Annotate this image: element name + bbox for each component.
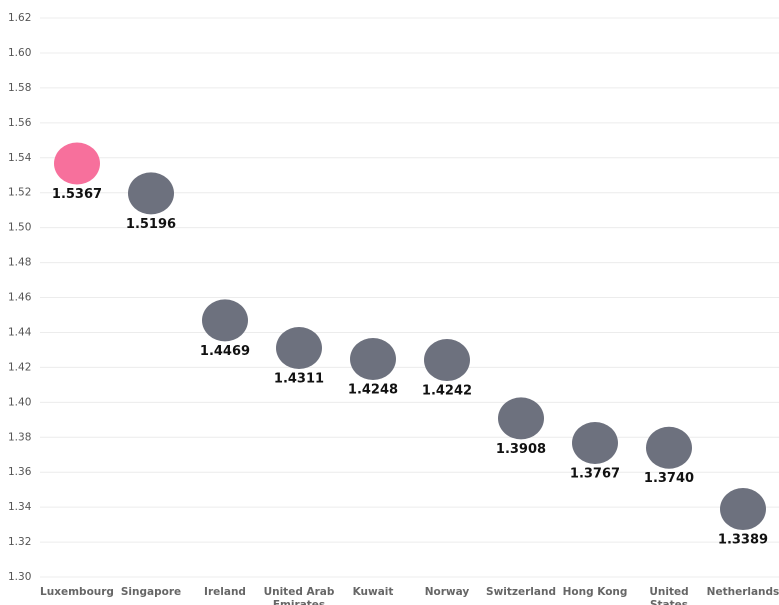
x-tick-label: United Arab Emirates [263,586,335,605]
y-tick-label: 1.52 [8,187,31,199]
dot [350,337,396,380]
y-tick-label: 1.60 [8,47,31,59]
dot [720,488,766,531]
x-tick-label: Hong Kong [562,586,628,598]
y-tick-label: 1.54 [8,152,32,164]
dot [276,326,322,369]
value-label: 1.4311 [274,371,324,386]
dot [202,299,248,342]
dot [572,422,618,465]
x-tick-label: Luxembourg [40,586,114,598]
y-tick-label: 1.42 [8,361,31,373]
value-label: 1.3908 [496,442,546,457]
dot [128,172,174,215]
x-tick-label: United States [649,586,689,605]
y-tick-label: 1.46 [8,292,32,304]
x-tick-label: Singapore [120,586,182,598]
x-tick-label: Norway [424,586,470,598]
dot [424,339,470,382]
y-tick-label: 1.32 [8,536,31,548]
y-tick-label: 1.36 [8,466,32,478]
y-tick-label: 1.56 [8,117,32,129]
value-label: 1.3740 [644,471,694,486]
y-tick-label: 1.38 [8,431,31,443]
dot [498,397,544,440]
value-label: 1.3767 [570,467,620,482]
value-label: 1.4242 [422,384,472,399]
value-label: 1.3389 [718,533,768,548]
y-tick-label: 1.44 [8,326,32,338]
y-tick-label: 1.30 [8,571,31,583]
x-tick-label: Switzerland [486,586,556,598]
y-tick-label: 1.48 [8,257,31,269]
y-tick-label: 1.58 [8,82,31,94]
y-tick-label: 1.62 [8,12,31,24]
y-tick-label: 1.50 [8,222,31,234]
value-label: 1.5367 [52,187,102,202]
x-tick-label: Netherlands [706,586,779,598]
value-label: 1.4248 [348,382,398,397]
dot [646,426,692,469]
x-tick-label: Ireland [204,586,246,598]
value-label: 1.4469 [200,344,250,359]
x-tick-label: Kuwait [352,586,394,598]
y-tick-label: 1.40 [8,396,31,408]
dot [54,142,100,185]
value-label: 1.5196 [126,217,176,232]
y-tick-label: 1.34 [8,501,32,513]
